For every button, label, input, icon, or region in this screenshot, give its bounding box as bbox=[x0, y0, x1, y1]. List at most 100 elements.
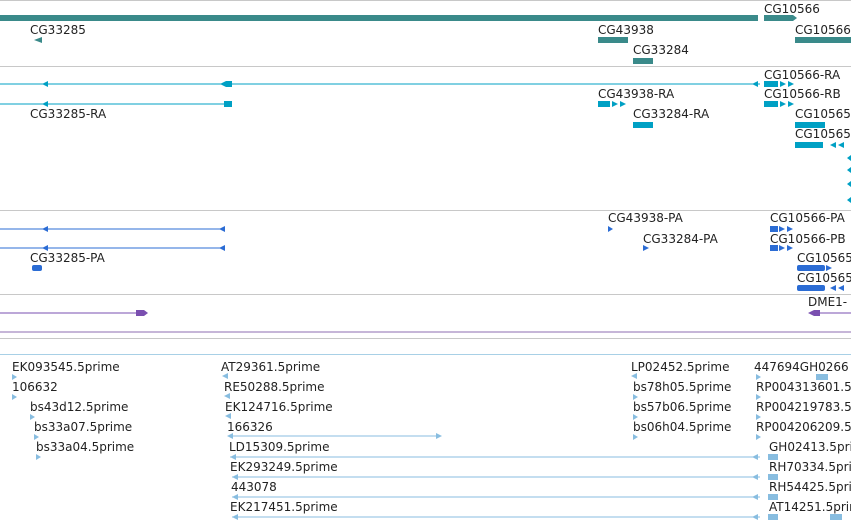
gene-cg43938-glyph[interactable] bbox=[598, 37, 628, 43]
est-arrow[interactable] bbox=[633, 414, 638, 420]
gene-bar-cg10566[interactable] bbox=[764, 15, 797, 21]
est-label[interactable]: bs57b06.5prime bbox=[633, 400, 732, 414]
gene-label[interactable]: CG33284 bbox=[633, 43, 689, 57]
est-arrow[interactable] bbox=[222, 373, 228, 379]
protein-label[interactable]: CG10565 bbox=[797, 271, 851, 285]
mrna-exon[interactable] bbox=[764, 81, 778, 87]
transposon-arrow[interactable] bbox=[136, 310, 148, 316]
est-arrow[interactable] bbox=[12, 394, 17, 400]
protein-exon[interactable] bbox=[770, 245, 778, 251]
protein-label[interactable]: CG10566-PB bbox=[770, 232, 846, 246]
protein-label[interactable]: CG33285-PA bbox=[30, 251, 105, 265]
est-label[interactable]: GH02413.5prime bbox=[769, 440, 851, 454]
est-exon[interactable] bbox=[768, 494, 778, 500]
est-exon[interactable] bbox=[830, 514, 842, 520]
protein-cg43938-glyph[interactable] bbox=[608, 226, 613, 232]
gene-label[interactable]: CG10566 bbox=[795, 23, 851, 37]
protein-exon[interactable] bbox=[770, 226, 778, 232]
est-label[interactable]: bs33a07.5prime bbox=[34, 420, 133, 434]
protein-label[interactable]: CG33284-PA bbox=[643, 232, 718, 246]
est-label[interactable]: LD15309.5prime bbox=[229, 440, 330, 454]
mrna-exon[interactable] bbox=[220, 81, 232, 87]
est-label[interactable]: 447694GH0266 bbox=[754, 360, 849, 374]
transposon-arrow[interactable] bbox=[808, 310, 820, 316]
est-arrow[interactable] bbox=[752, 474, 758, 480]
est-label[interactable]: EK217451.5prime bbox=[230, 500, 338, 514]
mrna-exon[interactable] bbox=[795, 142, 823, 148]
protein-exon[interactable] bbox=[797, 265, 825, 271]
est-label[interactable]: bs43d12.5prime bbox=[30, 400, 129, 414]
est-arrow[interactable] bbox=[34, 434, 39, 440]
mrna-label[interactable]: CG10566-RB bbox=[764, 87, 841, 101]
est-label[interactable]: RE50288.5prime bbox=[224, 380, 325, 394]
gene-label[interactable]: CG10566 bbox=[764, 2, 820, 16]
est-label[interactable]: RH70334.5prime bbox=[769, 460, 851, 474]
est-arrow[interactable] bbox=[36, 454, 41, 460]
est-arrow[interactable] bbox=[752, 514, 758, 520]
est-arrow[interactable] bbox=[227, 433, 233, 439]
est-arrow[interactable] bbox=[30, 414, 35, 420]
mrna-label[interactable]: CG33285-RA bbox=[30, 107, 107, 121]
mrna-label[interactable]: CG33284-RA bbox=[633, 107, 710, 121]
gene-cg10566-lower-glyph[interactable] bbox=[795, 37, 851, 43]
gene-label[interactable]: CG33285 bbox=[30, 23, 86, 37]
est-arrow[interactable] bbox=[752, 494, 758, 500]
transposon-label[interactable]: DME1- bbox=[808, 295, 848, 309]
est-arrow[interactable] bbox=[756, 414, 761, 420]
est-exon[interactable] bbox=[768, 454, 778, 460]
est-arrow[interactable] bbox=[230, 454, 236, 460]
mrna-label[interactable]: CG10565 bbox=[795, 107, 851, 121]
protein-exon[interactable] bbox=[797, 285, 825, 291]
est-label[interactable]: 106632 bbox=[12, 380, 58, 394]
gene-cg33285-glyph[interactable] bbox=[34, 37, 42, 43]
mrna-exon[interactable] bbox=[633, 122, 653, 128]
est-arrow[interactable] bbox=[633, 434, 638, 440]
est-label[interactable]: RP004206209.5 bbox=[756, 420, 851, 434]
est-label[interactable]: EK093545.5prime bbox=[12, 360, 120, 374]
est-label[interactable]: bs06h04.5prime bbox=[633, 420, 732, 434]
gene-label[interactable]: CG43938 bbox=[598, 23, 654, 37]
est-label[interactable]: EK124716.5prime bbox=[225, 400, 333, 414]
est-label[interactable]: AT29361.5prime bbox=[221, 360, 321, 374]
est-arrow[interactable] bbox=[756, 374, 761, 380]
protein-cg33285-glyph[interactable] bbox=[32, 265, 42, 271]
est-label[interactable]: LP02452.5prime bbox=[631, 360, 730, 374]
est-label[interactable]: bs33a04.5prime bbox=[36, 440, 135, 454]
est-arrow[interactable] bbox=[224, 393, 230, 399]
est-arrow[interactable] bbox=[225, 413, 231, 419]
est-label[interactable]: EK293249.5prime bbox=[230, 460, 338, 474]
mrna-exon[interactable] bbox=[224, 101, 232, 107]
protein-cg33284-glyph[interactable] bbox=[643, 245, 649, 251]
est-exon[interactable] bbox=[768, 474, 778, 480]
protein-label[interactable]: CG10566-PA bbox=[770, 211, 845, 225]
mrna-label[interactable]: CG10565 bbox=[795, 127, 851, 141]
est-arrow[interactable] bbox=[232, 474, 238, 480]
est-arrow[interactable] bbox=[232, 494, 238, 500]
est-arrow[interactable] bbox=[12, 374, 17, 380]
est-exon[interactable] bbox=[816, 374, 828, 380]
mrna-label[interactable]: CG43938-RA bbox=[598, 87, 675, 101]
est-arrow[interactable] bbox=[631, 373, 637, 379]
mrna-label[interactable]: CG10566-RA bbox=[764, 68, 841, 82]
est-arrow[interactable] bbox=[436, 433, 442, 439]
est-label[interactable]: RP004313601.5 bbox=[756, 380, 851, 394]
est-label[interactable]: 166326 bbox=[227, 420, 273, 434]
mrna-exon[interactable] bbox=[764, 101, 778, 107]
est-label[interactable]: bs78h05.5prime bbox=[633, 380, 732, 394]
est-arrow[interactable] bbox=[752, 454, 758, 460]
est-arrow[interactable] bbox=[232, 514, 238, 520]
est-label[interactable]: AT14251.5prime bbox=[769, 500, 851, 514]
est-label[interactable]: RH54425.5prime bbox=[769, 480, 851, 494]
gene-bar-cg33285-cg43938[interactable] bbox=[0, 15, 758, 21]
est-arrow[interactable] bbox=[756, 394, 761, 400]
gene-cg33284-glyph[interactable] bbox=[633, 58, 653, 64]
est-arrow[interactable] bbox=[756, 434, 761, 440]
mrna-exon[interactable] bbox=[598, 101, 610, 107]
protein-label[interactable]: CG43938-PA bbox=[608, 211, 683, 225]
protein-label[interactable]: CG10565 bbox=[797, 251, 851, 265]
est-label[interactable]: RP004219783.5 bbox=[756, 400, 851, 414]
est-arrow[interactable] bbox=[633, 394, 638, 400]
est-label[interactable]: 443078 bbox=[231, 480, 277, 494]
est-exon[interactable] bbox=[768, 514, 778, 520]
mrna-exon[interactable] bbox=[795, 122, 825, 128]
